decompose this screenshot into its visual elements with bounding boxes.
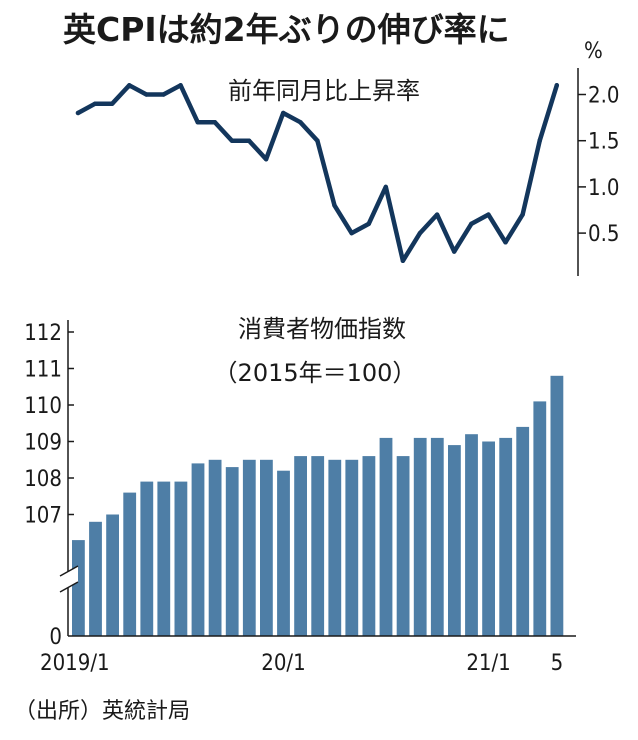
line-point bbox=[75, 110, 81, 116]
bar-y-tick-label: 111 bbox=[24, 358, 62, 383]
bar bbox=[396, 456, 410, 636]
bar bbox=[482, 441, 495, 636]
line-point bbox=[298, 120, 303, 125]
line-point bbox=[127, 83, 132, 88]
line-point bbox=[178, 83, 183, 88]
bar bbox=[174, 481, 188, 636]
line-point bbox=[110, 101, 115, 106]
line-y-ticks: 2.0 1.5 1.0 0.5 bbox=[578, 84, 619, 247]
line-y-tick-label: 0.5 bbox=[588, 222, 619, 247]
bar bbox=[516, 426, 530, 636]
bar bbox=[448, 445, 461, 636]
source-note: （出所）英統計局 bbox=[14, 699, 190, 724]
line-point bbox=[315, 138, 320, 143]
line-point bbox=[229, 138, 235, 143]
bar bbox=[208, 459, 222, 637]
bar-y-ticks: 112 111 110 109 108 107 0 bbox=[24, 321, 74, 650]
bar bbox=[379, 437, 393, 636]
line-point bbox=[503, 240, 508, 245]
bar-x-tick-label: 2019/1 bbox=[40, 651, 110, 676]
bar-x-tick-label: 5 bbox=[551, 651, 564, 676]
line-series bbox=[75, 83, 560, 264]
line-point bbox=[383, 184, 388, 190]
bar bbox=[106, 514, 119, 636]
bar bbox=[311, 456, 325, 636]
bar-x-ticks: 2019/1 20/1 21/1 5 bbox=[40, 651, 563, 676]
bar-y-tick-label: 109 bbox=[24, 431, 62, 456]
bar bbox=[430, 437, 444, 636]
line-point bbox=[554, 83, 559, 88]
line-point bbox=[212, 120, 217, 125]
bar-y-tick-label: 108 bbox=[24, 467, 62, 492]
bar-chart-subtitle: （2015年＝100） bbox=[214, 359, 417, 387]
line-y-tick-label: 2.0 bbox=[588, 84, 619, 109]
bar bbox=[345, 459, 359, 637]
bar bbox=[465, 434, 478, 636]
bar bbox=[72, 540, 85, 636]
bar bbox=[157, 481, 171, 636]
line-point bbox=[537, 138, 542, 143]
line-point bbox=[332, 203, 337, 208]
line-point bbox=[246, 138, 252, 143]
axis-break-mark bbox=[59, 565, 79, 593]
line-point bbox=[452, 249, 457, 254]
bar-y-tick-label: 107 bbox=[24, 504, 62, 529]
bar bbox=[89, 521, 102, 636]
bar bbox=[328, 459, 342, 637]
bar bbox=[242, 459, 256, 637]
line-chart-unit: % bbox=[584, 39, 603, 64]
bar bbox=[140, 481, 154, 636]
line-point bbox=[195, 120, 200, 125]
line-point bbox=[469, 221, 474, 227]
line-chart: 前年同月比上昇率 % 2.0 1.5 1.0 0.5 bbox=[75, 39, 619, 276]
bar bbox=[191, 463, 205, 636]
line-point bbox=[92, 101, 98, 106]
bar bbox=[225, 467, 239, 636]
line-point bbox=[144, 92, 149, 97]
bar-y-tick-label: 110 bbox=[24, 394, 62, 419]
bar-y-tick-label: 112 bbox=[24, 321, 62, 346]
bar-chart-title: 消費者物価指数 bbox=[238, 315, 406, 343]
bar bbox=[499, 437, 513, 636]
bar bbox=[123, 492, 137, 636]
line-point bbox=[417, 230, 423, 236]
bar bbox=[260, 459, 273, 637]
bar bbox=[294, 456, 307, 636]
line-point bbox=[520, 212, 525, 217]
line-point bbox=[281, 110, 286, 116]
bar-chart: 消費者物価指数 （2015年＝100） 1121111101091081070 … bbox=[24, 315, 576, 676]
line-series-path bbox=[75, 83, 560, 264]
line-y-tick-label: 1.5 bbox=[588, 130, 619, 155]
line-point bbox=[349, 230, 354, 236]
line-point bbox=[486, 212, 491, 217]
line-point bbox=[366, 221, 371, 227]
line-point bbox=[161, 92, 166, 97]
line-chart-title: 前年同月比上昇率 bbox=[228, 77, 420, 105]
bar-x-tick-label: 20/1 bbox=[261, 651, 305, 676]
bar bbox=[550, 375, 564, 636]
line-y-tick-label: 1.0 bbox=[588, 176, 619, 201]
line-point bbox=[434, 212, 440, 217]
bar bbox=[533, 401, 547, 636]
bar-marks bbox=[72, 375, 564, 637]
bar bbox=[362, 456, 376, 636]
bar-y-tick-label: 0 bbox=[49, 625, 62, 650]
line-point bbox=[263, 156, 269, 162]
bar bbox=[277, 470, 290, 636]
line-point bbox=[400, 258, 406, 264]
bar-x-tick-label: 21/1 bbox=[466, 651, 510, 676]
bar bbox=[413, 437, 427, 636]
figure-title: 英CPIは約2年ぶりの伸び率に bbox=[63, 10, 510, 49]
